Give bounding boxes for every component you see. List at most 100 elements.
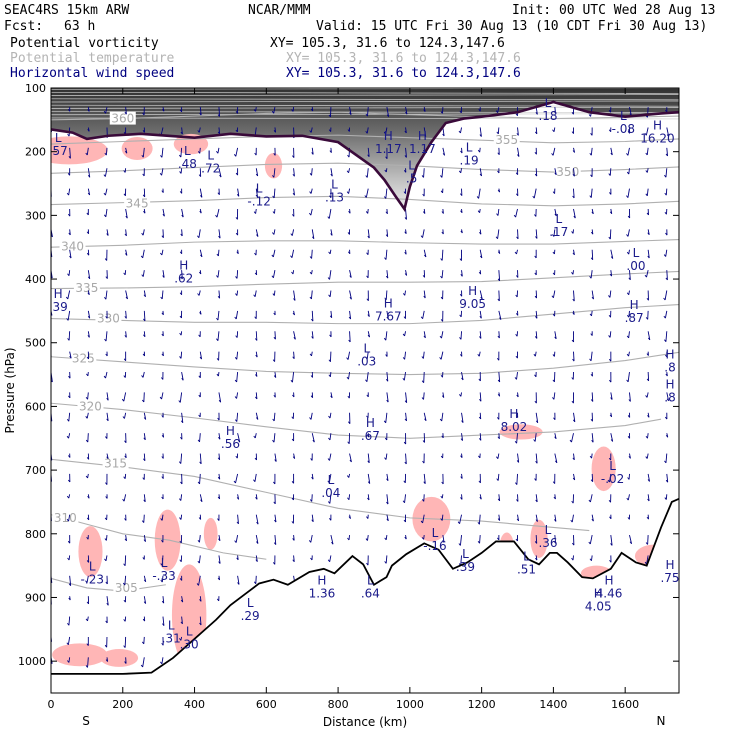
wind-vector	[237, 188, 240, 197]
wind-vector-head	[181, 214, 184, 218]
wind-vector	[591, 392, 594, 402]
wind-vector-head	[478, 480, 481, 484]
wind-vector	[311, 270, 313, 275]
wind-vector-head	[496, 213, 499, 216]
upper-isentrope-line	[51, 113, 679, 116]
extremum-type-label: L	[545, 523, 552, 537]
wind-vector	[591, 453, 593, 459]
wind-vector-head	[646, 516, 649, 520]
wind-vector-head	[310, 458, 313, 461]
extremum-value-label: .5	[406, 172, 417, 186]
wind-vector	[106, 392, 109, 401]
wind-vector-head	[386, 501, 389, 505]
wind-vector-head	[124, 538, 127, 542]
wind-vector-head	[554, 172, 557, 176]
wind-vector-head	[645, 395, 648, 398]
wind-vector-head	[87, 129, 90, 132]
wind-vector-head	[273, 481, 276, 485]
wind-vector-head	[459, 337, 462, 340]
wind-vector-head	[125, 296, 128, 300]
extremum-type-label: H	[384, 297, 393, 311]
wind-vector-head	[572, 312, 575, 315]
wind-vector	[535, 127, 538, 134]
wind-vector-head	[589, 455, 592, 459]
wind-vector-head	[532, 195, 535, 199]
wind-vector	[386, 371, 389, 382]
wind-vector-head	[534, 131, 538, 135]
wind-vector-head	[591, 211, 594, 215]
wind-vector-head	[645, 435, 648, 439]
y-tick-label: 100	[25, 82, 46, 95]
wind-vector-head	[161, 496, 164, 500]
x-tick-label: 1600	[611, 698, 639, 711]
upper-isentrope-line	[51, 100, 679, 103]
wind-vector	[255, 188, 258, 198]
wind-vector-head	[665, 434, 669, 438]
wind-vector	[255, 331, 258, 341]
wind-vector-head	[477, 210, 481, 213]
wind-vector	[180, 147, 183, 158]
wind-vector-head	[161, 353, 164, 357]
wind-vector-head	[535, 112, 538, 115]
theta-contour-label: 360	[111, 112, 134, 126]
wind-vector-head	[626, 153, 629, 156]
wind-vector-head	[535, 519, 538, 522]
wind-vector	[497, 453, 500, 459]
wind-vector-head	[590, 373, 593, 377]
wind-vector-head	[402, 293, 406, 296]
wind-vector-head	[591, 518, 594, 522]
wind-vector-head	[645, 317, 649, 320]
wind-vector-head	[179, 109, 182, 113]
wind-vector-head	[516, 133, 519, 136]
wind-vector-head	[253, 435, 256, 439]
wind-vector-head	[384, 437, 388, 441]
wind-vector	[293, 331, 296, 340]
wind-vector	[143, 310, 146, 321]
extremum-type-label: L	[466, 141, 473, 155]
wind-vector-head	[272, 211, 275, 214]
wind-vector-head	[609, 273, 612, 277]
wind-vector-head	[218, 436, 221, 440]
wind-vector-head	[161, 642, 164, 646]
pv-highlight	[121, 137, 153, 160]
wind-vector-head	[85, 439, 89, 443]
wind-vector-head	[535, 557, 538, 561]
wind-vector-head	[309, 271, 312, 275]
wind-vector-head	[217, 457, 220, 461]
wind-vector	[106, 412, 109, 421]
wind-vector	[310, 290, 313, 300]
theta-contour-310	[51, 514, 267, 560]
wind-vector-head	[478, 438, 482, 441]
wind-vector	[68, 433, 71, 439]
wind-vector-head	[461, 377, 464, 381]
wind-vector-head	[329, 334, 332, 338]
extremum-value-label: .19	[460, 154, 479, 168]
wind-vector	[385, 249, 388, 260]
wind-vector-head	[516, 275, 519, 278]
wind-vector-head	[48, 436, 50, 438]
wind-vector	[367, 453, 370, 463]
field-name-wind: Horizontal wind speed	[10, 66, 175, 81]
wind-vector-head	[572, 298, 575, 302]
wind-vector-head	[86, 356, 89, 360]
wind-vector	[198, 127, 201, 133]
wind-vector-head	[497, 379, 501, 383]
wind-vector-head	[68, 395, 71, 399]
wind-vector	[274, 514, 277, 523]
wind-vector-head	[608, 173, 611, 176]
wind-vector-head	[515, 193, 519, 196]
wind-vector	[255, 208, 257, 214]
wind-vector	[310, 208, 313, 216]
wind-vector-head	[495, 236, 498, 239]
wind-vector-head	[440, 111, 443, 114]
wind-vector	[609, 168, 612, 176]
wind-vector-head	[140, 664, 144, 668]
extremum-type-label: H	[666, 558, 675, 572]
wind-vector-head	[404, 536, 407, 540]
extremum-value-label: .48	[178, 157, 197, 171]
wind-vector-head	[179, 251, 183, 255]
wind-vector-head	[124, 455, 127, 459]
wind-vector-head	[496, 478, 499, 481]
wind-vector	[143, 494, 146, 502]
wind-vector-head	[85, 475, 88, 479]
